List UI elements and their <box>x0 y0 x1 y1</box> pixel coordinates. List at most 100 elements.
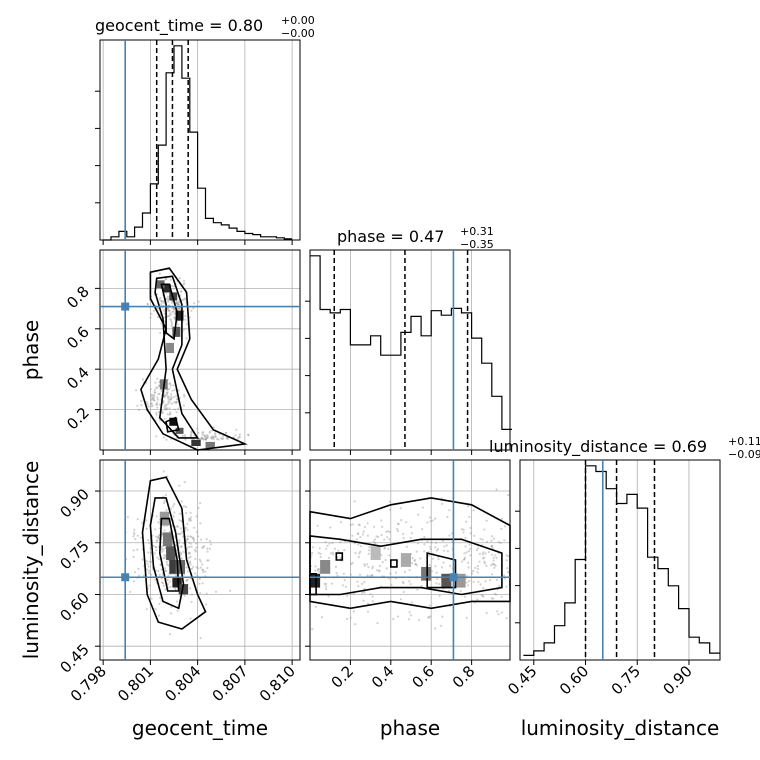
sample-point <box>170 605 173 609</box>
sample-point <box>186 538 189 541</box>
sample-point <box>482 551 485 554</box>
sample-point <box>157 570 160 573</box>
sample-point <box>179 527 182 530</box>
sample-point <box>182 283 185 286</box>
sample-point <box>428 616 431 619</box>
sample-point <box>183 297 186 300</box>
sample-point <box>137 408 141 411</box>
sample-point <box>186 578 189 581</box>
sample-point <box>190 545 193 548</box>
sample-point <box>225 431 228 435</box>
sample-point <box>179 512 182 515</box>
sample-point <box>410 601 413 604</box>
sample-point <box>170 402 173 405</box>
sample-point <box>136 534 139 537</box>
sample-point <box>183 481 186 484</box>
sample-point <box>189 563 192 566</box>
histogram-step <box>310 255 512 430</box>
sample-point <box>159 563 162 567</box>
sample-point <box>420 584 423 588</box>
sample-point <box>438 594 441 597</box>
sample-point <box>388 538 391 541</box>
sample-point <box>166 394 169 397</box>
sample-point <box>366 534 369 537</box>
sample-point <box>234 434 237 437</box>
sample-point <box>221 437 224 440</box>
sample-point <box>163 417 166 420</box>
sample-point <box>163 554 166 557</box>
sample-point <box>405 521 408 524</box>
sample-point <box>435 582 438 585</box>
sample-point <box>176 525 179 528</box>
tick-label: 0.2 <box>63 404 93 434</box>
sample-point <box>235 428 238 431</box>
sample-point <box>499 541 502 545</box>
sample-point <box>156 556 159 559</box>
sample-point <box>169 318 172 321</box>
sample-point <box>354 551 357 555</box>
sample-point <box>405 545 408 548</box>
sample-point <box>192 526 196 529</box>
sample-point <box>371 595 374 598</box>
sample-point <box>467 579 470 583</box>
panel-distance-histogram <box>519 459 721 661</box>
sample-point <box>188 517 191 521</box>
sample-point <box>462 531 465 534</box>
sample-point <box>181 530 184 533</box>
sample-point <box>220 437 223 440</box>
sample-point <box>472 509 475 512</box>
sample-point <box>186 528 189 531</box>
sample-point <box>373 525 376 528</box>
sample-point <box>478 560 481 563</box>
sample-point <box>483 560 486 563</box>
sample-point <box>153 396 156 399</box>
sample-point <box>170 324 173 327</box>
sample-point <box>172 308 176 311</box>
sample-point <box>349 616 352 619</box>
sample-point <box>172 505 175 508</box>
sample-point <box>490 564 493 567</box>
sample-point <box>199 592 202 595</box>
sample-point <box>352 592 355 596</box>
sample-point <box>199 538 203 541</box>
sample-point <box>427 554 430 557</box>
sample-point <box>152 397 155 400</box>
sample-point <box>202 546 205 549</box>
sample-point <box>411 562 414 565</box>
truth-marker <box>449 573 458 582</box>
sample-point <box>468 515 471 519</box>
sample-point <box>157 316 160 319</box>
sample-point <box>357 523 360 526</box>
sample-point <box>450 532 453 535</box>
sample-point <box>166 295 169 298</box>
sample-point <box>163 556 166 560</box>
sample-point <box>479 537 482 541</box>
sample-point <box>167 300 170 303</box>
sample-point <box>434 546 437 549</box>
sample-point <box>438 582 441 586</box>
sample-point <box>183 328 186 331</box>
sample-point <box>470 572 474 575</box>
sample-point <box>443 549 446 552</box>
sample-point <box>356 580 359 583</box>
sample-point <box>413 558 416 562</box>
sample-point <box>217 438 220 441</box>
density-cell <box>163 532 173 547</box>
sample-point <box>204 438 208 441</box>
sample-point <box>369 593 372 596</box>
sample-point <box>462 558 465 561</box>
sample-point <box>167 297 170 300</box>
sample-point <box>180 545 183 549</box>
sample-point <box>161 547 164 550</box>
sample-point <box>357 585 360 588</box>
sample-point <box>183 393 186 397</box>
sample-point <box>323 582 326 586</box>
sample-point <box>359 545 362 548</box>
sample-point <box>363 581 366 584</box>
sample-point <box>147 565 150 568</box>
sample-point <box>168 314 171 318</box>
xlabel-luminosity-distance: luminosity_distance <box>521 716 720 740</box>
sample-point <box>202 544 206 548</box>
sample-point <box>161 550 164 553</box>
